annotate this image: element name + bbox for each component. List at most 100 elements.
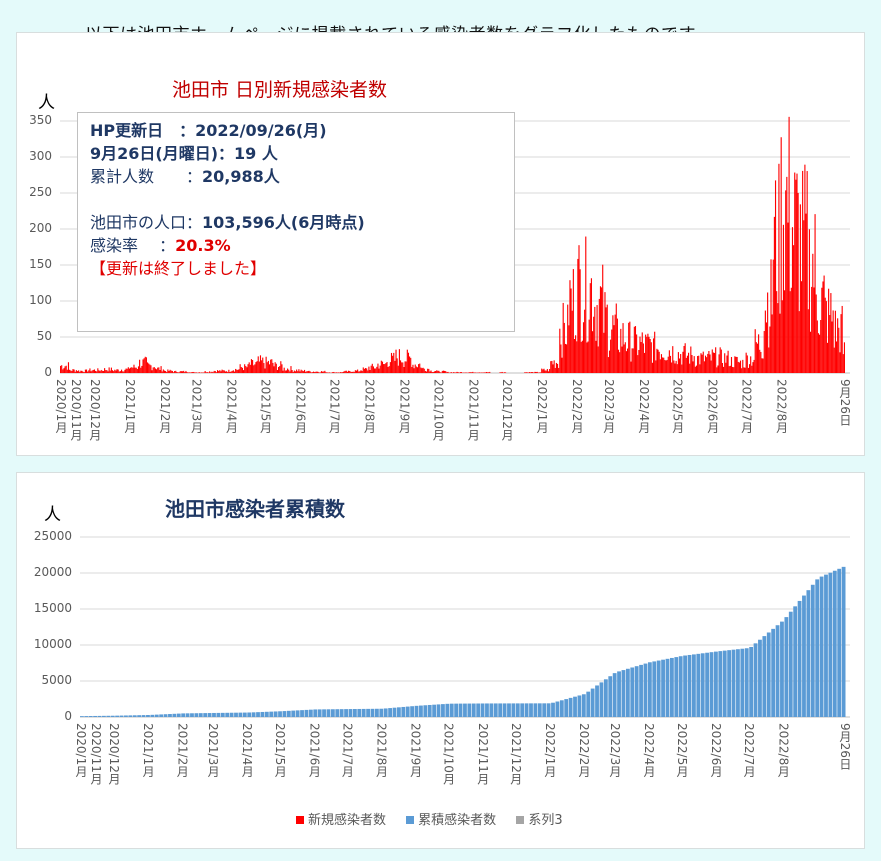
daily-bar (297, 371, 299, 373)
daily-bar (122, 371, 124, 373)
daily-bar (264, 368, 266, 373)
cumulative-bar (286, 710, 291, 717)
daily-bar (180, 371, 182, 373)
daily-bar (156, 369, 158, 373)
y-tick-label: 300 (29, 149, 52, 163)
daily-bar (641, 332, 643, 373)
daily-bar (418, 364, 420, 373)
daily-bar (742, 359, 744, 373)
daily-bar (450, 372, 452, 373)
x-tick-label: 2021/11月 (466, 379, 481, 441)
y-tick-label: 250 (29, 185, 52, 199)
daily-bar (189, 372, 192, 373)
x-tick-label: 2022/3月 (607, 723, 622, 778)
legend-swatch-red (296, 816, 304, 824)
cumulative-bar (599, 682, 604, 717)
cumulative-bar (687, 654, 692, 717)
daily-bar (229, 372, 231, 373)
cumulative-bar (568, 697, 573, 717)
cumulative-bar (207, 713, 212, 717)
cumulative-bar (445, 703, 450, 717)
daily-bar (89, 368, 91, 373)
daily-bar (814, 214, 816, 373)
cumulative-bar (678, 656, 683, 717)
daily-bar (78, 370, 80, 373)
cumulative-bar (392, 707, 397, 717)
daily-bar (729, 365, 731, 373)
daily-bar (109, 370, 111, 373)
daily-bar (788, 116, 790, 373)
daily-bar (191, 372, 193, 373)
daily-bar (253, 365, 255, 373)
daily-bar (108, 367, 110, 373)
x-tick-label: 2022/2月 (577, 723, 592, 778)
daily-bar (703, 361, 705, 373)
cumulative-bar (824, 574, 828, 717)
daily-bar (596, 305, 598, 373)
daily-bar (210, 372, 212, 373)
daily-bar (188, 372, 190, 373)
cumulative-bar (502, 703, 507, 717)
x-tick-label: 2021/10月 (431, 379, 446, 441)
daily-bar (167, 369, 169, 373)
daily-bar (332, 372, 334, 373)
daily-bar (767, 292, 769, 373)
y-tick-label: 0 (64, 709, 72, 723)
daily-bar (438, 370, 440, 373)
daily-bar (606, 304, 608, 373)
daily-bar (542, 369, 544, 373)
daily-bar (674, 363, 676, 373)
y-tick-label: 200 (29, 221, 52, 235)
daily-bar (141, 365, 143, 373)
daily-bar (354, 370, 356, 373)
daily-bar (619, 352, 621, 373)
daily-bar (124, 369, 126, 373)
daily-bar (291, 370, 293, 373)
daily-bar (631, 348, 633, 373)
daily-bar (630, 361, 632, 373)
daily-bar (642, 343, 644, 373)
cumulative-bar (533, 703, 538, 717)
daily-bar (376, 366, 378, 373)
daily-bar (825, 301, 827, 373)
daily-bar (774, 180, 777, 373)
daily-bar (567, 304, 569, 373)
cumulative-bar (330, 709, 335, 717)
x-tick-label: 2022/5月 (674, 723, 689, 778)
daily-bar (411, 366, 413, 373)
cumulative-bar (427, 704, 432, 717)
x-tick-label: 2022/3月 (601, 379, 616, 434)
cumulative-bar (493, 703, 498, 717)
daily-bar (250, 359, 253, 373)
daily-bar (761, 358, 763, 373)
daily-bar (385, 363, 387, 373)
daily-bar (64, 366, 66, 373)
daily-bar (501, 371, 503, 373)
daily-bar (746, 355, 748, 373)
cumulative-bar (669, 657, 674, 717)
daily-bar (125, 368, 127, 373)
daily-bar (571, 310, 573, 373)
daily-bar (185, 370, 187, 373)
daily-bar (359, 371, 361, 373)
daily-bar (594, 306, 596, 373)
daily-bar (326, 372, 328, 373)
daily-bar (169, 369, 171, 373)
daily-bar (231, 370, 233, 373)
daily-bar (607, 357, 609, 373)
cumulative-bar (291, 710, 296, 717)
x-tick-label: 2021/8月 (374, 723, 389, 778)
daily-bar (793, 245, 795, 373)
y-tick-label: 20000 (33, 565, 72, 579)
cumulative-bar (220, 712, 225, 717)
daily-bar (543, 368, 545, 373)
today-count-value: 19 人 (234, 144, 278, 163)
daily-bar (700, 353, 702, 373)
daily-bar (192, 371, 194, 373)
daily-bar (171, 370, 173, 373)
legend-swatch-blue (406, 816, 415, 824)
daily-bar (794, 172, 796, 373)
cumulative-bar (577, 695, 582, 717)
x-tick-label: 2021/2月 (157, 379, 172, 434)
daily-bar (538, 372, 541, 373)
